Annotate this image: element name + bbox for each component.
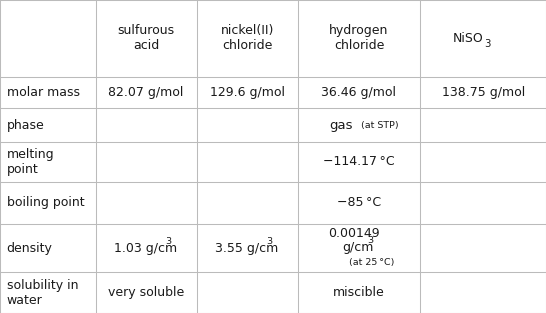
Text: miscible: miscible — [333, 286, 385, 299]
Text: solubility in
water: solubility in water — [7, 279, 78, 307]
Text: 0.00149: 0.00149 — [328, 227, 379, 240]
Text: (at STP): (at STP) — [360, 121, 398, 130]
Text: 36.46 g/mol: 36.46 g/mol — [322, 86, 396, 99]
Text: NiSO: NiSO — [453, 32, 483, 45]
Text: 3: 3 — [266, 237, 272, 246]
Text: sulfurous
acid: sulfurous acid — [117, 24, 175, 52]
Text: 138.75 g/mol: 138.75 g/mol — [442, 86, 525, 99]
Text: boiling point: boiling point — [7, 196, 84, 209]
Text: 129.6 g/mol: 129.6 g/mol — [210, 86, 284, 99]
Text: molar mass: molar mass — [7, 86, 80, 99]
Text: 3: 3 — [165, 237, 171, 246]
Text: 3.55 g/cm: 3.55 g/cm — [216, 242, 278, 254]
Text: 1.03 g/cm: 1.03 g/cm — [115, 242, 177, 254]
Text: very soluble: very soluble — [108, 286, 184, 299]
Text: gas: gas — [329, 119, 353, 132]
Text: −85 °C: −85 °C — [337, 196, 381, 209]
Text: density: density — [7, 242, 52, 254]
Text: melting
point: melting point — [7, 148, 54, 176]
Text: 3: 3 — [484, 39, 490, 49]
Text: nickel(II)
chloride: nickel(II) chloride — [221, 24, 274, 52]
Text: 3: 3 — [367, 236, 373, 245]
Text: g/cm: g/cm — [343, 241, 374, 254]
Text: 82.07 g/mol: 82.07 g/mol — [108, 86, 184, 99]
Text: (at 25 °C): (at 25 °C) — [349, 259, 395, 268]
Text: phase: phase — [7, 119, 44, 132]
Text: −114.17 °C: −114.17 °C — [323, 156, 395, 168]
Text: hydrogen
chloride: hydrogen chloride — [329, 24, 389, 52]
